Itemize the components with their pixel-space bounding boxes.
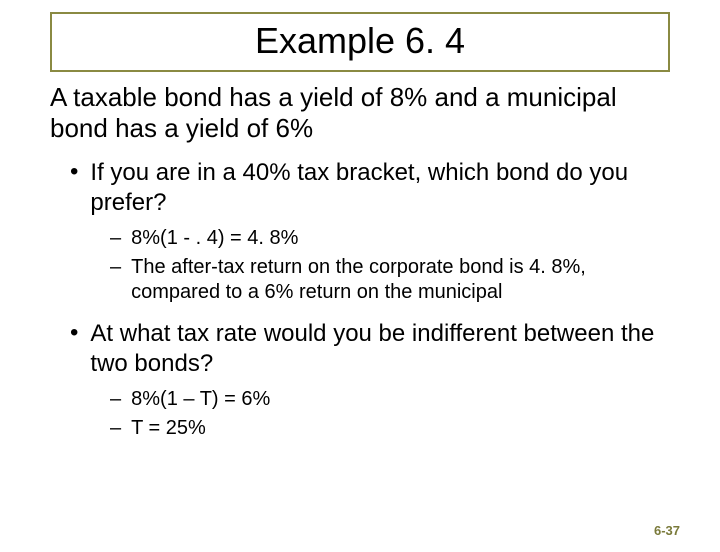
page-number: 6-37 — [654, 523, 680, 538]
bullet-text: At what tax rate would you be indifferen… — [90, 319, 670, 379]
intro-text: A taxable bond has a yield of 8% and a m… — [50, 82, 670, 144]
sub-item: – 8%(1 - . 4) = 4. 8% — [110, 226, 670, 251]
sub-group: – 8%(1 - . 4) = 4. 8% – The after-tax re… — [50, 226, 670, 305]
bullet-item: • If you are in a 40% tax bracket, which… — [70, 158, 670, 218]
title-box: Example 6. 4 — [50, 12, 670, 72]
sub-group: – 8%(1 – T) = 6% – T = 25% — [50, 387, 670, 441]
sub-text: The after-tax return on the corporate bo… — [131, 255, 670, 305]
sub-item: – T = 25% — [110, 416, 670, 441]
content-area: A taxable bond has a yield of 8% and a m… — [50, 82, 670, 441]
sub-marker: – — [110, 416, 121, 441]
slide-title: Example 6. 4 — [52, 20, 668, 62]
sub-marker: – — [110, 387, 121, 412]
bullet-marker: • — [70, 158, 78, 187]
sub-marker: – — [110, 255, 121, 280]
sub-item: – 8%(1 – T) = 6% — [110, 387, 670, 412]
bullet-item: • At what tax rate would you be indiffer… — [70, 319, 670, 379]
sub-item: – The after-tax return on the corporate … — [110, 255, 670, 305]
sub-text: 8%(1 – T) = 6% — [131, 387, 270, 412]
sub-text: T = 25% — [131, 416, 206, 441]
sub-marker: – — [110, 226, 121, 251]
bullet-marker: • — [70, 319, 78, 348]
sub-text: 8%(1 - . 4) = 4. 8% — [131, 226, 298, 251]
bullet-text: If you are in a 40% tax bracket, which b… — [90, 158, 670, 218]
